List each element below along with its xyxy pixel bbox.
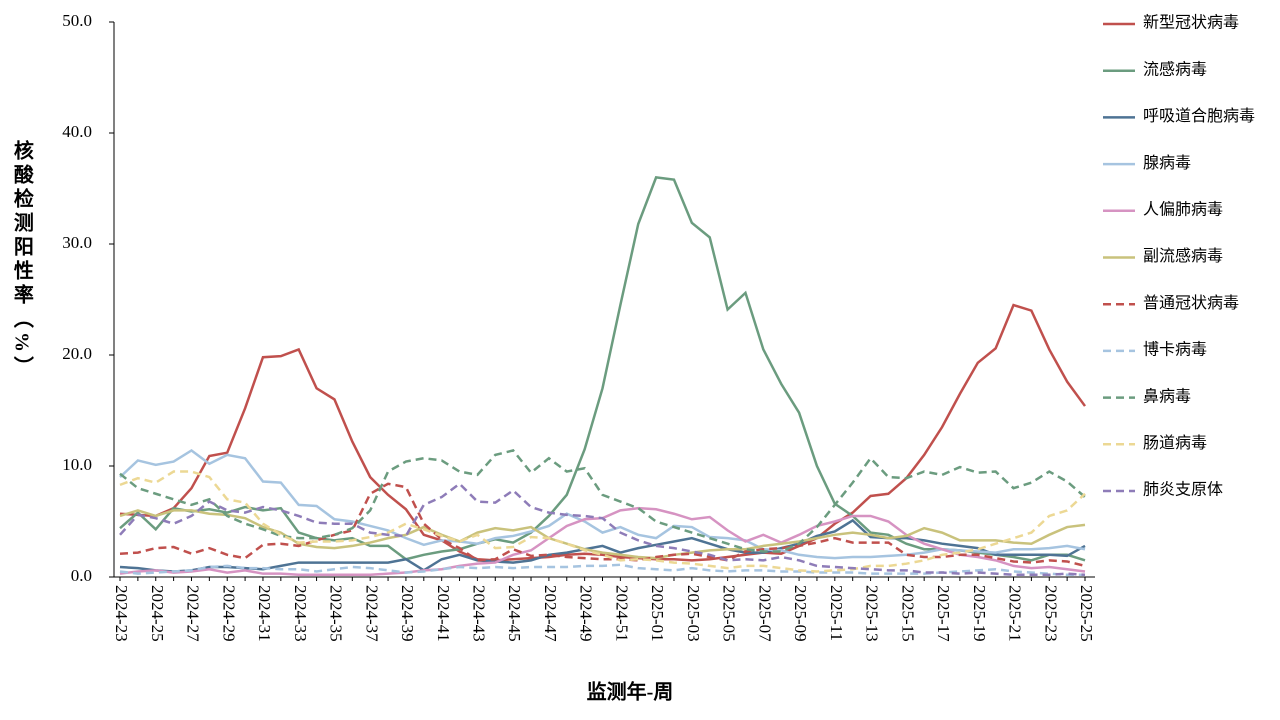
- x-tick-label: 2024-23: [112, 585, 131, 642]
- series-line: [119, 518, 1086, 573]
- legend-label: 腺病毒: [1143, 154, 1191, 172]
- x-tick-label: 2024-35: [327, 585, 346, 642]
- series-line: [119, 448, 1086, 560]
- y-axis-title: 核酸检测阳性率（%）: [10, 139, 33, 380]
- x-tick-label: 2024-31: [255, 585, 274, 642]
- series-line: [119, 470, 1086, 573]
- x-tick-label: 2025-21: [1006, 585, 1025, 642]
- x-axis-title: 监测年-周: [587, 680, 674, 704]
- x-tick-label: 2025-03: [684, 585, 703, 642]
- y-tick-label: 40.0: [62, 122, 92, 141]
- x-tick-label: 2024-29: [219, 585, 238, 642]
- x-tick-label: 2025-25: [1077, 585, 1096, 642]
- series-line: [119, 449, 1086, 553]
- y-tick-label: 30.0: [62, 233, 92, 252]
- x-tick-label: 2025-23: [1041, 585, 1060, 642]
- legend-label: 副流感病毒: [1143, 247, 1223, 265]
- x-tick-label: 2025-13: [863, 585, 882, 642]
- legend-label: 普通冠状病毒: [1143, 294, 1239, 312]
- x-tick-label: 2025-01: [648, 585, 667, 642]
- x-tick-label: 2024-39: [398, 585, 417, 642]
- legend-label: 鼻病毒: [1143, 387, 1191, 405]
- x-tick-label: 2025-17: [934, 585, 953, 642]
- legend-label: 呼吸道合胞病毒: [1143, 107, 1255, 125]
- x-tick-label: 2024-27: [184, 585, 203, 642]
- series-line: [119, 176, 1086, 562]
- x-tick-label: 2025-11: [827, 585, 846, 641]
- x-tick-label: 2025-07: [755, 585, 774, 642]
- legend-label: 人偏肺病毒: [1143, 200, 1223, 218]
- y-tick-label: 50.0: [62, 11, 92, 30]
- legend-label: 博卡病毒: [1143, 341, 1207, 359]
- series-line: [119, 303, 1087, 562]
- x-tick-label: 2024-41: [434, 585, 453, 642]
- x-tick-label: 2025-05: [720, 585, 739, 642]
- x-tick-label: 2025-09: [791, 585, 810, 642]
- y-tick-label: 0.0: [71, 566, 92, 585]
- x-tick-label: 2024-45: [505, 585, 524, 642]
- y-tick-label: 20.0: [62, 344, 92, 363]
- legend-label: 新型冠状病毒: [1143, 14, 1239, 32]
- x-tick-label: 2024-49: [577, 585, 596, 642]
- x-tick-label: 2025-19: [970, 585, 989, 642]
- series-line: [119, 482, 1086, 568]
- x-tick-label: 2025-15: [898, 585, 917, 642]
- legend-label: 肠道病毒: [1143, 434, 1207, 452]
- x-tick-label: 2024-51: [612, 585, 631, 642]
- x-tick-label: 2024-43: [470, 585, 489, 642]
- x-tick-label: 2024-25: [148, 585, 167, 642]
- x-tick-label: 2024-37: [362, 585, 381, 642]
- series-line: [119, 563, 1085, 577]
- x-tick-label: 2024-33: [291, 585, 310, 642]
- x-tick-label: 2024-47: [541, 585, 560, 642]
- legend-label: 流感病毒: [1143, 60, 1207, 78]
- series-line: [119, 509, 1086, 560]
- legend-label: 肺炎支原体: [1143, 481, 1223, 499]
- y-tick-label: 10.0: [62, 455, 92, 474]
- series-line: [119, 482, 1086, 577]
